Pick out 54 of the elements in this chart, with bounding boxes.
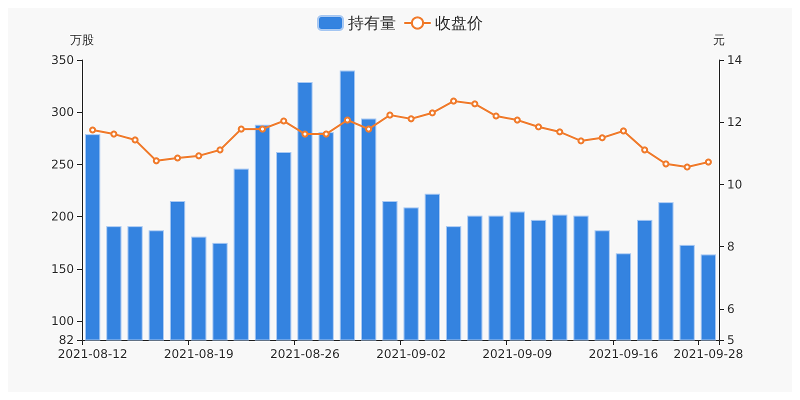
y2-tick-label: 8 [727,240,735,254]
y-axis-title: 万股 [70,33,94,47]
point [344,116,351,124]
y-tick-label: 200 [51,210,74,224]
point [662,160,670,168]
point [152,157,160,164]
point [641,146,648,154]
y-tick-label: 100 [51,314,74,328]
point [428,109,436,116]
y2-tick-label: 12 [727,115,742,130]
point [450,98,458,105]
point [514,116,521,124]
y-tick-label: 82 [58,333,74,347]
point [258,126,266,133]
point [280,117,288,124]
point [89,126,96,134]
point [110,130,118,138]
y-tick-label: 250 [51,157,74,172]
y2-tick-label: 10 [727,177,742,192]
point [386,112,394,119]
point [238,126,245,133]
x-tick-label: 2021-09-02 [376,347,446,361]
point [174,154,182,162]
x-tick-label: 2021-09-16 [588,347,658,361]
point [535,123,542,130]
y-tick-label: 300 [51,105,74,120]
y-tick-label: 350 [51,53,74,67]
legend-label: 收盘价 [435,14,483,32]
point [195,152,202,160]
legend-label: 持有量 [348,14,396,32]
point [620,127,627,134]
point [598,134,606,142]
point [577,137,584,144]
point [365,126,372,133]
point [492,112,500,120]
x-tick-label: 2021-08-26 [270,347,340,361]
point [132,136,139,144]
point [216,146,224,154]
point [556,128,564,136]
x-tick-label: 2021-09-28 [674,347,744,361]
y2-tick-label: 14 [727,53,742,67]
x-tick-label: 2021-08-12 [58,347,128,361]
y-tick-label: 150 [51,262,74,276]
point [471,100,478,108]
x-tick-label: 2021-08-19 [164,347,234,361]
point [301,130,308,138]
point [704,158,712,166]
y2-tick-label: 5 [727,333,735,347]
point [408,115,415,122]
x-tick-label: 2021-09-09 [482,347,552,361]
point [684,164,691,171]
point [322,130,330,138]
y2-tick-label: 6 [727,302,735,316]
y2-axis-title: 元 [713,33,725,47]
